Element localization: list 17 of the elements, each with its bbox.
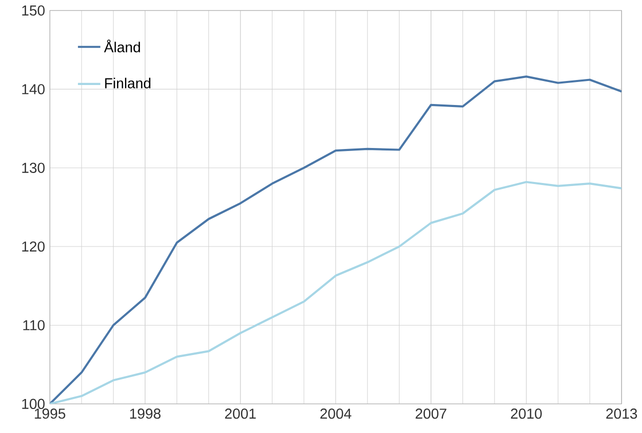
legend-label: Åland xyxy=(104,40,140,52)
line-series xyxy=(50,181,622,404)
legend-label: Finland xyxy=(105,78,150,88)
x-tick-label: 2001 xyxy=(225,408,256,419)
y-tick-label: 100 xyxy=(22,398,45,410)
x-tick-label: 2010 xyxy=(510,408,542,419)
y-tick-label: 150 xyxy=(22,6,45,16)
x-tick-label: 1998 xyxy=(130,408,161,419)
x-tick-label: 2013 xyxy=(606,408,637,419)
x-tick-label: 1995 xyxy=(34,408,66,419)
x-tick-label: 2004 xyxy=(320,408,352,419)
y-tick-label: 110 xyxy=(23,320,45,330)
line-series xyxy=(50,76,622,404)
x-tick-label: 2007 xyxy=(416,408,446,419)
y-tick-label: 130 xyxy=(22,162,45,174)
y-tick-label: 140 xyxy=(22,84,45,94)
y-tick-label: 120 xyxy=(22,242,45,252)
